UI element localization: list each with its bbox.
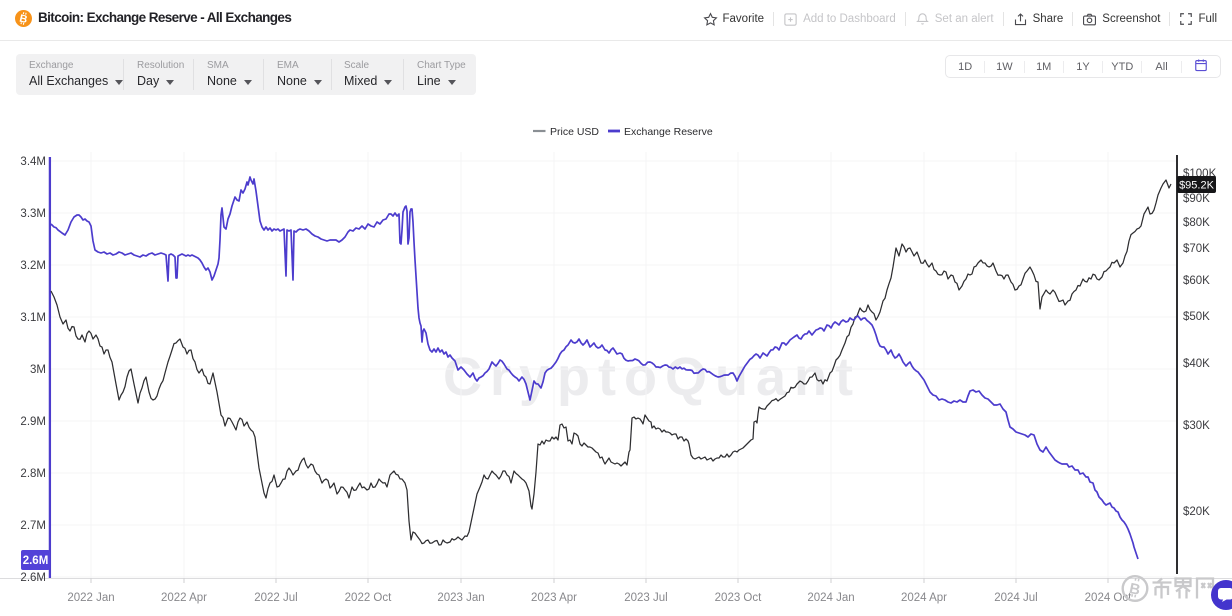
svg-text:2.8M: 2.8M bbox=[20, 468, 46, 480]
svg-text:2023 Apr: 2023 Apr bbox=[531, 592, 577, 604]
svg-text:Price USD: Price USD bbox=[550, 126, 599, 138]
svg-text:2024 Jul: 2024 Jul bbox=[994, 592, 1037, 604]
svg-text:3.1M: 3.1M bbox=[20, 312, 46, 324]
svg-text:$90K: $90K bbox=[1183, 193, 1210, 205]
svg-text:2022 Apr: 2022 Apr bbox=[161, 592, 207, 604]
svg-text:$80K: $80K bbox=[1183, 217, 1210, 229]
svg-text:$20K: $20K bbox=[1183, 506, 1210, 518]
svg-text:3.4M: 3.4M bbox=[20, 156, 46, 168]
svg-text:2022 Jan: 2022 Jan bbox=[67, 592, 114, 604]
svg-text:2023 Jul: 2023 Jul bbox=[624, 592, 667, 604]
svg-text:3.3M: 3.3M bbox=[20, 208, 46, 220]
svg-text:$70K: $70K bbox=[1183, 243, 1210, 255]
svg-text:$30K: $30K bbox=[1183, 420, 1210, 432]
svg-text:2024 Oct: 2024 Oct bbox=[1085, 592, 1132, 604]
svg-text:2022 Oct: 2022 Oct bbox=[345, 592, 392, 604]
svg-text:B: B bbox=[18, 13, 28, 26]
svg-text:Exchange Reserve: Exchange Reserve bbox=[624, 126, 713, 138]
svg-text:$50K: $50K bbox=[1183, 311, 1210, 323]
svg-text:$95.2K: $95.2K bbox=[1179, 180, 1215, 192]
svg-text:3.2M: 3.2M bbox=[20, 260, 46, 272]
svg-text:2.6M: 2.6M bbox=[20, 572, 46, 584]
svg-text:2022 Jul: 2022 Jul bbox=[254, 592, 297, 604]
svg-text:2023 Oct: 2023 Oct bbox=[715, 592, 762, 604]
svg-text:$60K: $60K bbox=[1183, 275, 1210, 287]
svg-text:2024 Jan: 2024 Jan bbox=[807, 592, 854, 604]
svg-text:2.6M: 2.6M bbox=[23, 555, 49, 567]
svg-text:3M: 3M bbox=[30, 364, 46, 376]
svg-text:2024 Apr: 2024 Apr bbox=[901, 592, 947, 604]
svg-text:2.7M: 2.7M bbox=[20, 520, 46, 532]
svg-text:$40K: $40K bbox=[1183, 358, 1210, 370]
svg-text:2023 Jan: 2023 Jan bbox=[437, 592, 484, 604]
svg-text:2.9M: 2.9M bbox=[20, 416, 46, 428]
